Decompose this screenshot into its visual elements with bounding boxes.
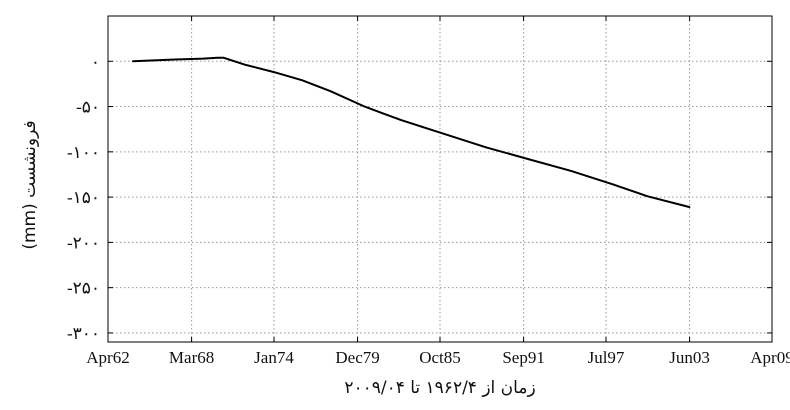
data-point xyxy=(329,90,332,92)
y-tick-label: -۳۰۰ xyxy=(67,324,100,343)
data-point xyxy=(400,119,402,121)
x-tick-label: Oct85 xyxy=(419,348,461,367)
x-tick-label: Jul97 xyxy=(588,348,625,367)
data-point xyxy=(442,132,445,135)
y-tick-label: -۵۰ xyxy=(76,98,100,117)
x-tick-label: Sep91 xyxy=(502,348,545,367)
data-points xyxy=(131,56,691,208)
x-tick-label: Apr09 xyxy=(750,348,790,367)
data-point xyxy=(485,146,487,149)
y-axis-title: فرونشست (mm) xyxy=(20,120,40,249)
x-tick-labels: Apr62 Mar68 Jan74 Dec79 Oct85 Sep91 Jul97 Jun03… xyxy=(86,348,790,367)
series-line xyxy=(132,56,690,209)
x-tick-label: Apr62 xyxy=(86,348,129,367)
data-point xyxy=(363,105,366,108)
y-tick-label: -۱۰۰ xyxy=(67,143,100,162)
data-point xyxy=(222,56,225,59)
x-tick-label: Mar68 xyxy=(169,348,214,367)
x-tick-label: Jun03 xyxy=(669,348,710,367)
x-axis-title: زمان از ۱۹۶۲/۴ تا ۲۰۰۹/۰۴ xyxy=(344,378,535,398)
axis-ticks xyxy=(107,16,773,342)
x-tick-label: Jan74 xyxy=(254,348,294,367)
y-tick-label: -۲۰۰ xyxy=(67,233,100,252)
data-point xyxy=(244,64,247,66)
data-point xyxy=(301,79,304,82)
data-point xyxy=(131,60,134,63)
data-point xyxy=(216,56,219,59)
y-tick-labels: ۰ -۵۰ -۱۰۰ -۱۵۰ -۲۰۰ -۲۵۰ -۳۰۰ xyxy=(67,52,100,343)
y-tick-label: -۱۵۰ xyxy=(67,188,100,207)
y-tick-label: -۲۵۰ xyxy=(67,279,100,298)
data-point xyxy=(202,57,205,60)
data-point xyxy=(273,71,275,73)
x-tick-label: Dec79 xyxy=(335,348,379,367)
data-point xyxy=(646,195,649,198)
grid-lines xyxy=(108,16,772,342)
data-point xyxy=(174,58,176,61)
data-point xyxy=(612,183,614,186)
data-point xyxy=(527,158,530,160)
y-tick-label: ۰ xyxy=(91,52,100,71)
data-point xyxy=(688,206,691,208)
data-point xyxy=(569,170,572,172)
